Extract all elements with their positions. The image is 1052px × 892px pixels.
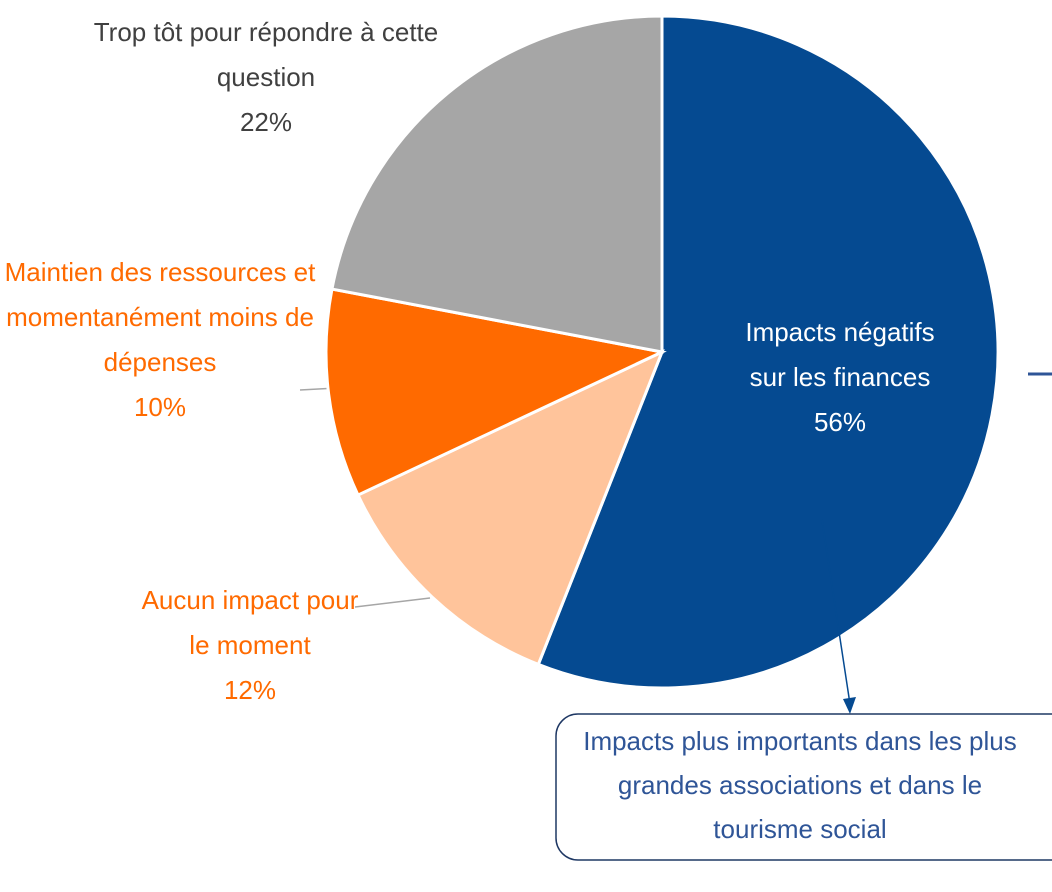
slice-label: Maintien des ressources et momentanément… bbox=[0, 250, 320, 430]
callout-arrow bbox=[821, 519, 851, 705]
category-name: Maintien des ressources et momentanément… bbox=[4, 257, 316, 377]
slice-label: Aucun impact pour le moment 12% bbox=[141, 578, 359, 713]
slice-label: Impacts négatifs sur les finances 56% bbox=[740, 310, 940, 445]
category-name: Impacts négatifs sur les finances bbox=[745, 317, 935, 392]
pie bbox=[324, 14, 1000, 690]
pie-slice bbox=[536, 14, 1000, 690]
leader-line bbox=[354, 597, 431, 608]
slice-label: Trop tôt pour répondre à cette question 2… bbox=[86, 10, 446, 145]
annotation: Impacts plus importants dans les plus gr… bbox=[583, 726, 1017, 844]
category-name: Trop tôt pour répondre à cette question bbox=[93, 17, 439, 92]
pie-slice bbox=[330, 14, 664, 354]
pie-slice bbox=[324, 287, 667, 498]
value-label: 10% bbox=[133, 392, 187, 422]
category-name: Aucun impact pour le moment bbox=[141, 585, 359, 660]
callout-box bbox=[555, 713, 1052, 861]
value-label: 56% bbox=[813, 407, 867, 437]
pie-slice bbox=[355, 349, 665, 667]
value-label: 22% bbox=[239, 107, 293, 137]
arrow-head bbox=[843, 697, 856, 714]
value-label: 12% bbox=[223, 675, 277, 705]
